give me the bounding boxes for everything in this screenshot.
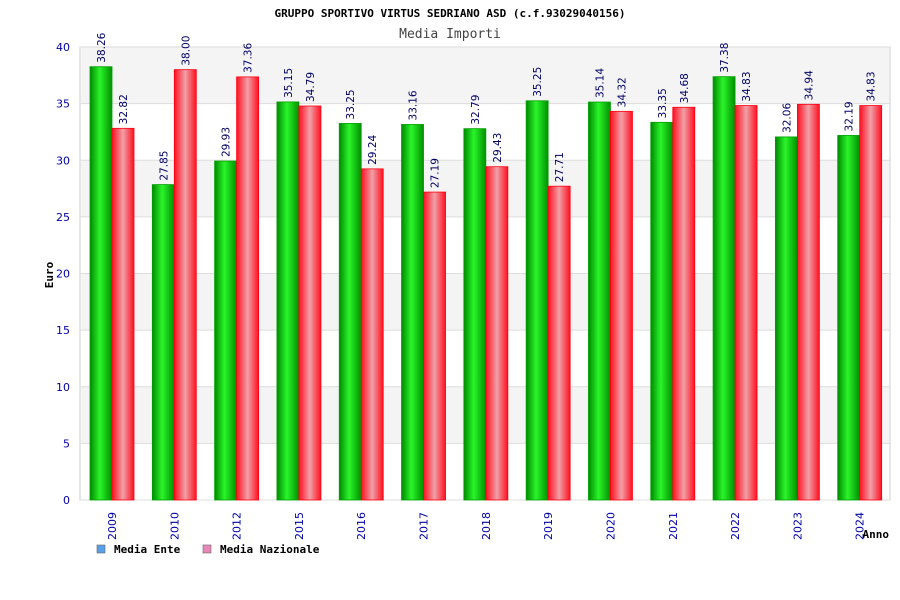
y-tick-label: 20 xyxy=(56,268,70,281)
x-tick-label: 2020 xyxy=(604,512,617,540)
x-tick-label: 2017 xyxy=(418,512,431,540)
data-label: 38.00 xyxy=(180,36,192,66)
data-label: 34.83 xyxy=(866,71,878,101)
data-label: 35.25 xyxy=(532,67,544,97)
bar-media-nazionale-2009 xyxy=(111,127,135,501)
bar-media-ente-2012 xyxy=(214,160,238,501)
data-label: 32.82 xyxy=(118,94,130,124)
x-tick-label: 2009 xyxy=(106,512,119,540)
bar-media-ente-2020 xyxy=(588,101,611,501)
x-tick-label: 2019 xyxy=(542,512,555,540)
data-label: 35.15 xyxy=(283,68,295,98)
bar-media-nazionale-2020 xyxy=(610,110,633,501)
data-label: 29.43 xyxy=(492,133,504,163)
chart-subtitle: Media Importi xyxy=(399,27,501,42)
bar-media-ente-2017 xyxy=(401,124,424,501)
data-label: 27.19 xyxy=(430,158,442,188)
y-axis-label: Euro xyxy=(43,261,56,288)
y-tick-label: 40 xyxy=(56,41,70,54)
bar-media-ente-2022 xyxy=(712,76,736,501)
y-tick-label: 15 xyxy=(56,324,70,337)
data-label: 37.36 xyxy=(243,43,255,73)
bar-media-ente-2010 xyxy=(151,184,175,501)
bar-media-nazionale-2015 xyxy=(298,105,322,501)
bar-media-ente-2009 xyxy=(89,66,113,501)
chart-title: GRUPPO SPORTIVO VIRTUS SEDRIANO ASD (c.f… xyxy=(275,7,626,20)
bar-media-ente-2024 xyxy=(837,135,861,501)
data-label: 27.71 xyxy=(554,152,566,182)
x-tick-label: 2015 xyxy=(293,512,306,540)
data-label: 34.94 xyxy=(803,70,815,100)
data-label: 37.38 xyxy=(719,43,731,73)
legend-swatch xyxy=(96,544,106,554)
legend-label: Media Nazionale xyxy=(220,543,320,556)
bar-media-ente-2016 xyxy=(338,123,362,501)
x-tick-label: 2022 xyxy=(729,512,742,540)
bar-media-ente-2021 xyxy=(650,121,674,501)
bar-media-ente-2023 xyxy=(774,136,798,501)
bar-media-nazionale-2021 xyxy=(672,106,696,501)
x-tick-label: 2018 xyxy=(480,512,493,540)
y-tick-label: 30 xyxy=(56,154,70,167)
data-label: 34.68 xyxy=(679,73,691,103)
data-label: 32.19 xyxy=(844,101,856,131)
x-axis-ticks: 2009 2010 2012 2015 2016 2017 2018 2019 2020 2021… xyxy=(106,512,867,540)
bar-media-ente-2015 xyxy=(276,101,300,501)
data-label: 29.93 xyxy=(221,127,233,157)
bar-media-nazionale-2024 xyxy=(859,105,883,501)
bar-media-ente-2018 xyxy=(463,128,487,501)
bar-media-nazionale-2018 xyxy=(485,166,509,501)
x-tick-label: 2016 xyxy=(355,512,368,540)
data-label: 33.16 xyxy=(408,90,420,120)
bar-media-ente-2019 xyxy=(525,100,549,501)
x-tick-label: 2023 xyxy=(791,512,804,540)
legend-swatch xyxy=(202,544,212,554)
legend-label: Media Ente xyxy=(114,543,181,556)
bar-media-nazionale-2022 xyxy=(734,105,758,501)
x-tick-label: 2021 xyxy=(667,512,680,540)
data-label: 27.85 xyxy=(158,151,170,181)
bar-media-nazionale-2012 xyxy=(236,76,260,501)
data-label: 34.79 xyxy=(305,72,317,102)
x-tick-label: 2024 xyxy=(854,512,867,540)
data-label: 38.26 xyxy=(96,32,108,62)
y-tick-label: 25 xyxy=(56,211,70,224)
y-tick-label: 5 xyxy=(63,437,70,450)
y-tick-label: 35 xyxy=(56,98,70,111)
x-tick-label: 2010 xyxy=(168,512,181,540)
bars xyxy=(89,66,883,501)
data-label: 34.83 xyxy=(741,71,753,101)
data-label: 29.24 xyxy=(367,134,379,164)
data-label: 33.35 xyxy=(657,88,669,118)
legend: Media Ente Media Nazionale xyxy=(96,543,320,556)
grid-band xyxy=(81,47,889,104)
data-label: 33.25 xyxy=(345,89,357,119)
data-label: 34.32 xyxy=(616,77,628,107)
x-axis-label: Anno xyxy=(863,528,890,541)
x-tick-label: 2012 xyxy=(231,512,244,540)
data-label: 32.06 xyxy=(781,103,793,133)
y-tick-label: 0 xyxy=(63,494,70,507)
bar-media-nazionale-2019 xyxy=(547,185,571,501)
bar-media-nazionale-2010 xyxy=(173,69,197,501)
bar-media-nazionale-2016 xyxy=(360,168,384,501)
y-axis-ticks: 0 5 10 15 20 25 30 35 40 xyxy=(56,41,70,507)
data-labels: 38.26 27.85 29.93 35.15 33.25 33.16 32.79 35.25… xyxy=(96,32,878,188)
bar-media-nazionale-2023 xyxy=(796,103,820,501)
y-tick-label: 10 xyxy=(56,381,70,394)
data-label: 32.79 xyxy=(470,95,482,125)
data-label: 35.14 xyxy=(594,68,606,98)
bar-media-nazionale-2017 xyxy=(423,191,446,501)
